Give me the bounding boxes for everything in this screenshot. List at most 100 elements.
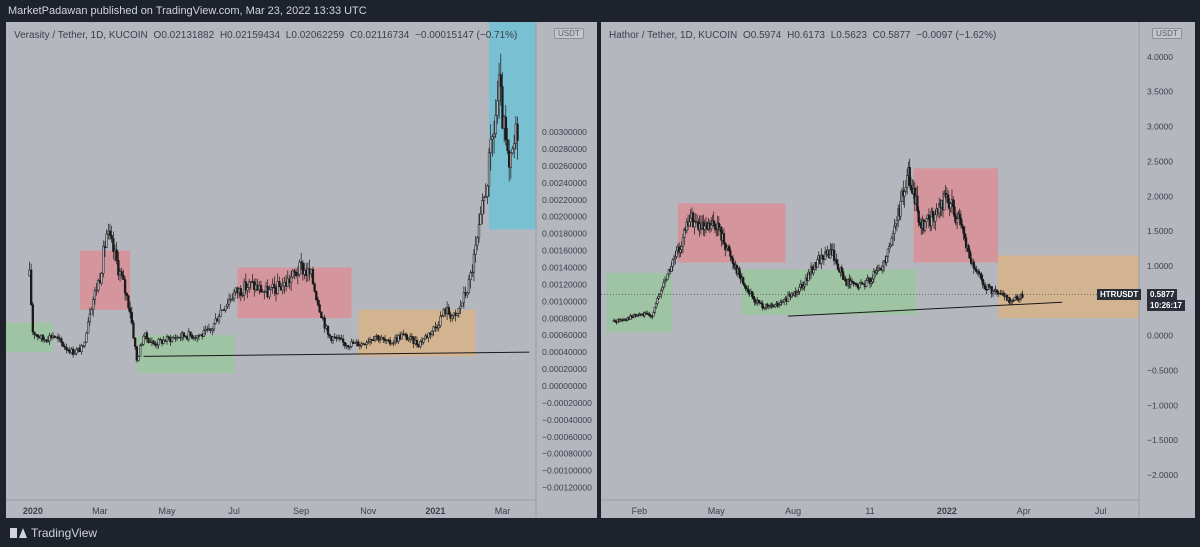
- candle-body: [899, 200, 902, 217]
- y-tick-label: 0.00180000: [542, 229, 587, 239]
- candle-body: [102, 246, 105, 274]
- candle-body: [930, 211, 933, 226]
- candle-body: [80, 345, 83, 352]
- chart-svg-hathor: 4.0000 3.5000 3.0000 2.5000 2.0000 1.5000 1.00…: [601, 22, 1178, 518]
- candle-body: [323, 317, 326, 329]
- x-tick-label: 11: [865, 506, 874, 516]
- candle-body: [970, 258, 973, 264]
- candle-body: [893, 225, 896, 234]
- candle-body: [422, 338, 425, 343]
- candle-body: [373, 335, 377, 341]
- candle-body: [824, 251, 827, 260]
- candle-body: [786, 294, 790, 302]
- candle-body: [658, 294, 662, 297]
- candle-body: [865, 280, 868, 287]
- candle-body: [326, 325, 330, 335]
- candle-body: [155, 344, 159, 346]
- candle-body: [108, 230, 112, 236]
- candle-body: [781, 301, 785, 303]
- candle-body: [613, 320, 617, 322]
- candle-body: [861, 282, 864, 285]
- candle-body: [377, 335, 380, 341]
- y-tick-label: 0.00240000: [542, 178, 587, 188]
- candle-body: [196, 335, 199, 339]
- candle-body: [959, 217, 963, 225]
- tradingview-brand[interactable]: TradingView: [10, 526, 97, 540]
- candle-body: [645, 312, 649, 315]
- candle-body: [962, 226, 965, 234]
- x-tick-label: May: [708, 506, 726, 516]
- candle-body: [868, 277, 872, 284]
- candle-body: [432, 326, 435, 332]
- candle-body: [328, 334, 331, 337]
- zone-red-1: [677, 203, 786, 263]
- candle-body: [494, 115, 497, 135]
- candle-body: [955, 218, 959, 224]
- candle-body: [447, 307, 450, 315]
- candle-body: [466, 292, 469, 296]
- chart-panel-verasity[interactable]: 0.00300000 0.00280000 0.00260000 0.00240000…: [6, 22, 597, 518]
- candle-body: [217, 316, 221, 322]
- candle-body: [130, 312, 133, 324]
- candle-body: [456, 313, 459, 316]
- candle-body: [693, 221, 696, 228]
- candle-body: [484, 196, 487, 198]
- candle-body: [139, 345, 142, 357]
- candle-body: [666, 273, 669, 280]
- candle-body: [276, 281, 279, 294]
- candle-body: [885, 256, 888, 263]
- y-tick-label: −0.5000: [1147, 366, 1178, 376]
- unit-badge[interactable]: USDT: [1152, 28, 1182, 39]
- x-tick-label: 2022: [937, 506, 957, 516]
- candle-body: [984, 285, 987, 290]
- candle-body: [100, 272, 103, 284]
- candle-body: [943, 193, 946, 211]
- candle-body: [1016, 295, 1019, 300]
- candle-body: [88, 313, 92, 323]
- candle-body: [670, 266, 673, 272]
- candle-body: [958, 213, 961, 219]
- candle-body: [881, 265, 884, 271]
- candle-body: [182, 332, 185, 337]
- candle-body: [71, 348, 75, 355]
- candle-body: [685, 221, 688, 231]
- candle-body: [476, 237, 479, 246]
- candle-body: [996, 291, 1000, 295]
- x-tick-label: Nov: [360, 506, 377, 516]
- candle-body: [1009, 300, 1013, 304]
- y-tick-label: 0.00260000: [542, 161, 587, 171]
- candle-body: [742, 277, 745, 284]
- y-tick-label: 0.00300000: [542, 127, 587, 137]
- unit-badge[interactable]: USDT: [554, 28, 584, 39]
- candle-body: [331, 336, 335, 341]
- candle-body: [949, 203, 952, 209]
- candle-body: [229, 299, 232, 301]
- candle-body: [486, 185, 489, 197]
- brand-name: TradingView: [31, 526, 98, 540]
- candle-body: [232, 291, 236, 300]
- candle-body: [681, 237, 685, 247]
- candle-body: [511, 148, 514, 154]
- candle-body: [73, 352, 76, 355]
- candle-body: [927, 214, 931, 220]
- candle-body: [231, 298, 234, 300]
- candle-body: [744, 285, 747, 289]
- tradingview-logo-icon: [10, 528, 27, 538]
- candle-body: [409, 336, 412, 340]
- candle-body: [33, 331, 36, 335]
- candle-body: [388, 340, 392, 345]
- candle-body: [858, 282, 861, 289]
- candle-body: [211, 328, 214, 331]
- candle-body: [31, 304, 34, 333]
- candle-body: [672, 257, 676, 261]
- ohlc-low: L0.02062259: [285, 30, 345, 41]
- candle-body: [341, 338, 345, 343]
- chart-panel-hathor[interactable]: 4.0000 3.5000 3.0000 2.5000 2.0000 1.5000 1.00…: [601, 22, 1195, 518]
- candle-body: [961, 224, 964, 228]
- candle-body: [36, 334, 40, 338]
- candle-body: [368, 339, 372, 343]
- candle-body: [904, 187, 908, 192]
- y-tick-label: −1.5000: [1147, 435, 1178, 445]
- candle-body: [657, 296, 660, 299]
- candle-body: [120, 271, 123, 276]
